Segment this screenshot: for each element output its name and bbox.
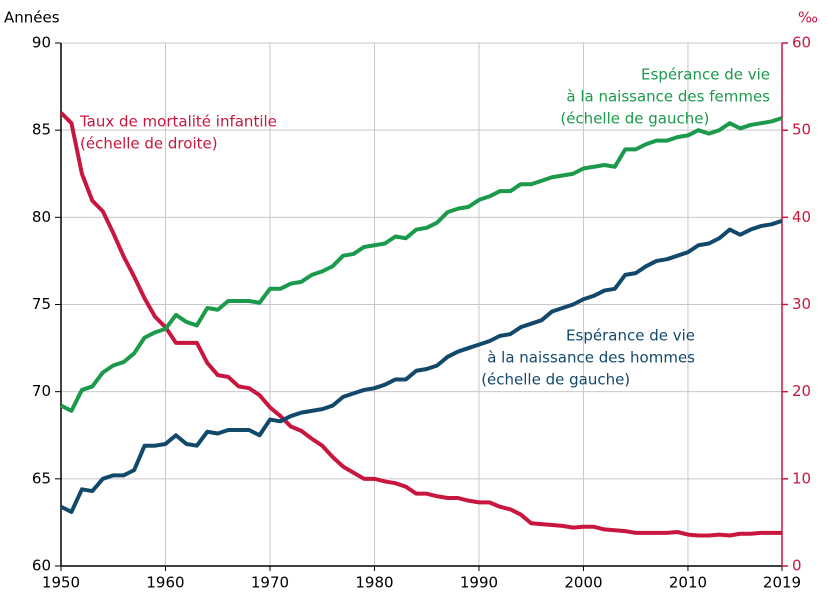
y2-tick-label: 30 xyxy=(792,295,811,313)
annotation: (échelle de droite) xyxy=(80,135,218,153)
annotation: Taux de mortalité infantile xyxy=(79,113,277,131)
annotation: (échelle de gauche) xyxy=(560,110,709,128)
y-tick-label: 70 xyxy=(32,382,51,400)
y-tick-label: 90 xyxy=(32,34,51,52)
series-line xyxy=(59,111,782,538)
x-tick-label: 2019 xyxy=(763,574,801,592)
annotation: à la naissance des femmes xyxy=(566,88,770,106)
y2-tick-label: 50 xyxy=(792,121,811,139)
y-tick-label: 85 xyxy=(32,121,51,139)
series-line xyxy=(60,116,783,413)
y2-axis-label: ‰ xyxy=(798,9,818,27)
x-tick-label: 2010 xyxy=(669,574,707,592)
y2-tick-label: 0 xyxy=(792,557,802,575)
annotation: Espérance de vie xyxy=(641,66,770,84)
y2-tick-label: 10 xyxy=(792,469,811,487)
y-tick-label: 75 xyxy=(32,295,51,313)
x-tick-label: 1950 xyxy=(42,574,80,592)
x-tick-label: 1960 xyxy=(146,574,184,592)
y2-tick-label: 40 xyxy=(792,208,811,226)
y-tick-label: 60 xyxy=(32,557,51,575)
y-tick-label: 65 xyxy=(32,469,51,487)
x-tick-label: 1980 xyxy=(355,574,393,592)
y-axis-label: Années xyxy=(4,9,60,27)
annotation: à la naissance des hommes xyxy=(487,349,695,367)
x-tick-label: 1970 xyxy=(251,574,289,592)
x-tick-label: 2000 xyxy=(564,574,602,592)
annotation: Espérance de vie xyxy=(566,327,695,345)
y2-tick-label: 20 xyxy=(792,382,811,400)
y-tick-label: 80 xyxy=(32,208,51,226)
y2-tick-label: 60 xyxy=(792,34,811,52)
annotation: (échelle de gauche) xyxy=(481,371,630,389)
x-tick-label: 1990 xyxy=(460,574,498,592)
series-line xyxy=(60,218,783,514)
